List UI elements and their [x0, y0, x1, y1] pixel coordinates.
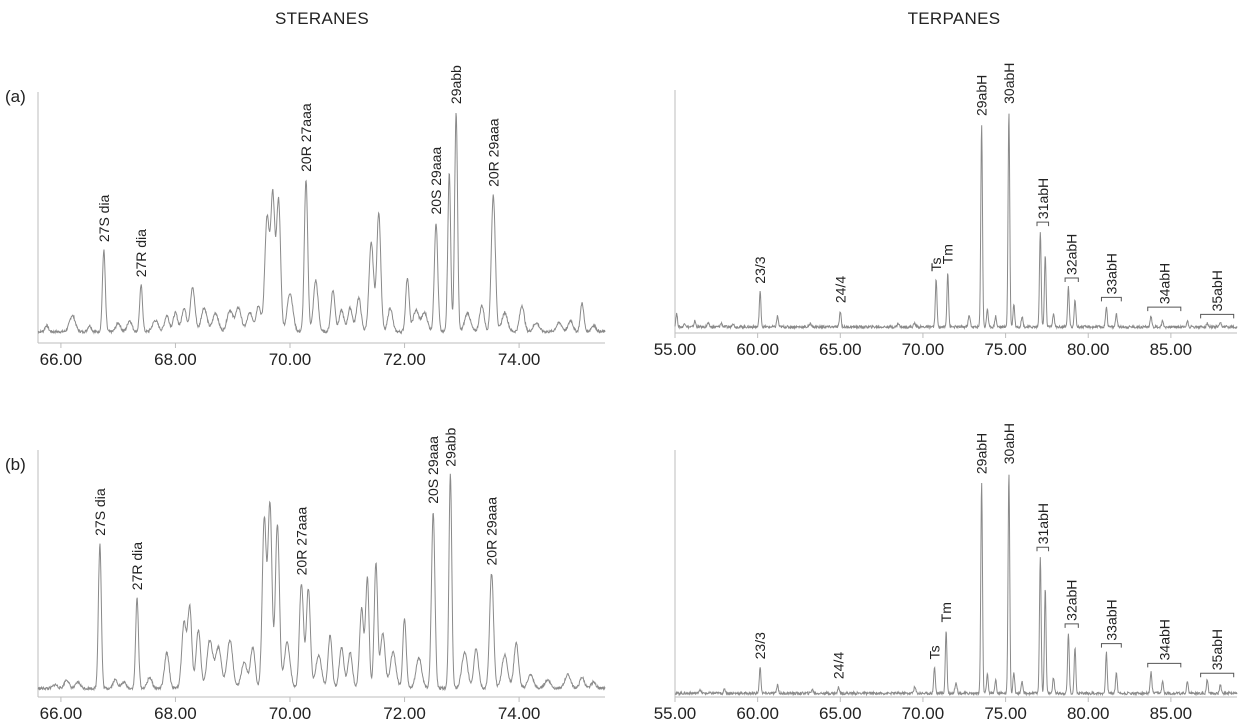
- x-tick-label: 72.00: [383, 350, 426, 369]
- x-tick-label: 65.00: [819, 340, 862, 359]
- peak-group-bracket: [1100, 643, 1122, 648]
- terpanes-title: TERPANES: [908, 9, 1001, 28]
- peak-label: 20R 29aaa: [484, 497, 500, 566]
- peak-label: 20S 29aaa: [425, 436, 441, 504]
- peak-label: 29abb: [442, 428, 458, 467]
- peak-label: Tm: [940, 244, 956, 264]
- x-tick-label: 70.00: [902, 704, 945, 723]
- x-tick-label: 60.00: [736, 704, 779, 723]
- peak-label: 27R dia: [133, 229, 149, 277]
- panel-b-terpanes: 55.00 60.00 65.00 70.00 75.00 80.00 85.00 23/3 2…: [654, 423, 1238, 723]
- x-tick-label: 85.00: [1150, 704, 1193, 723]
- chromatogram-trace: [674, 474, 1238, 697]
- panel-a-steranes: 66.00 68.00 70.00 72.00 74.00 27S dia 27R dia 2…: [37, 65, 606, 369]
- peak-label: 27S dia: [96, 194, 112, 242]
- peak-group-bracket: [1200, 672, 1235, 678]
- peak-group-label: 32abH: [1064, 580, 1080, 621]
- peak-label: 30abH: [1001, 63, 1017, 104]
- peak-label: 20R 27aaa: [298, 103, 314, 172]
- row-label-a: (a): [5, 87, 26, 106]
- peak-group-bracket: [1200, 313, 1235, 319]
- x-tick-label: 60.00: [736, 340, 779, 359]
- peak-label: Tm: [938, 602, 954, 622]
- peak-group-label: 31abH: [1035, 178, 1051, 219]
- peak-group-label: 35abH: [1209, 270, 1225, 311]
- x-tick-label: 70.00: [902, 340, 945, 359]
- chromatogram-trace: [37, 473, 606, 692]
- x-tick-label: 55.00: [654, 340, 697, 359]
- peak-label: 29abb: [448, 65, 464, 104]
- peak-label: 23/3: [752, 632, 768, 659]
- peak-group-bracket: [1036, 221, 1050, 227]
- peak-group-label: 32abH: [1064, 234, 1080, 275]
- peak-group-label: 33abH: [1103, 253, 1119, 294]
- peak-group-bracket: [1147, 306, 1182, 312]
- x-tick-label: 74.00: [498, 704, 541, 723]
- peak-label: 27R dia: [129, 542, 145, 590]
- x-tick-label: 75.00: [984, 704, 1027, 723]
- x-tick-label: 70.00: [269, 350, 312, 369]
- peak-label: 30abH: [1001, 423, 1017, 464]
- peak-group-bracket: [1036, 546, 1050, 552]
- x-tick-label: 65.00: [819, 704, 862, 723]
- peak-group-label: 33abH: [1103, 599, 1119, 640]
- peak-group-bracket: [1064, 623, 1079, 628]
- peak-label: 24/4: [831, 652, 847, 679]
- peak-label: 23/3: [752, 256, 768, 283]
- x-tick-label: 70.00: [269, 704, 312, 723]
- x-tick-label: 75.00: [984, 340, 1027, 359]
- x-tick-label: 66.00: [40, 704, 83, 723]
- panel-a-terpanes: 55.00 60.00 65.00 70.00 75.00 80.00 85.00 23/3 2…: [654, 63, 1238, 359]
- peak-label: 29abH: [974, 75, 990, 116]
- peak-label: 20R 29aaa: [485, 118, 501, 187]
- peak-group-label: 34abH: [1156, 619, 1172, 660]
- x-tick-label: 80.00: [1067, 340, 1110, 359]
- x-tick-label: 85.00: [1150, 340, 1193, 359]
- peak-group-label: 31abH: [1035, 503, 1051, 544]
- peak-label: Ts: [928, 258, 944, 272]
- steranes-title: STERANES: [275, 9, 369, 28]
- x-tick-label: 74.00: [498, 350, 541, 369]
- x-tick-label: 66.00: [40, 350, 83, 369]
- x-tick-label: 68.00: [154, 350, 197, 369]
- x-tick-label: 68.00: [154, 704, 197, 723]
- peak-group-bracket: [1147, 662, 1182, 668]
- peak-label: 20R 27aaa: [293, 507, 309, 576]
- chromatogram-trace: [674, 113, 1238, 331]
- x-tick-label: 72.00: [383, 704, 426, 723]
- peak-group-label: 35abH: [1209, 629, 1225, 670]
- peak-label: 27S dia: [92, 488, 108, 536]
- chromatogram-trace: [37, 112, 606, 335]
- peak-group-bracket: [1064, 277, 1079, 282]
- peak-label: 20S 29aaa: [428, 147, 444, 215]
- peak-label: Ts: [927, 645, 943, 659]
- x-tick-label: 55.00: [654, 704, 697, 723]
- peak-label: 29abH: [974, 433, 990, 474]
- peak-group-label: 34abH: [1156, 263, 1172, 304]
- peak-label: 24/4: [832, 276, 848, 303]
- x-tick-label: 80.00: [1067, 704, 1110, 723]
- panel-b-steranes: 66.00 68.00 70.00 72.00 74.00 27S dia 27R dia 2…: [37, 428, 606, 723]
- peak-group-bracket: [1100, 296, 1122, 302]
- row-label-b: (b): [5, 455, 26, 474]
